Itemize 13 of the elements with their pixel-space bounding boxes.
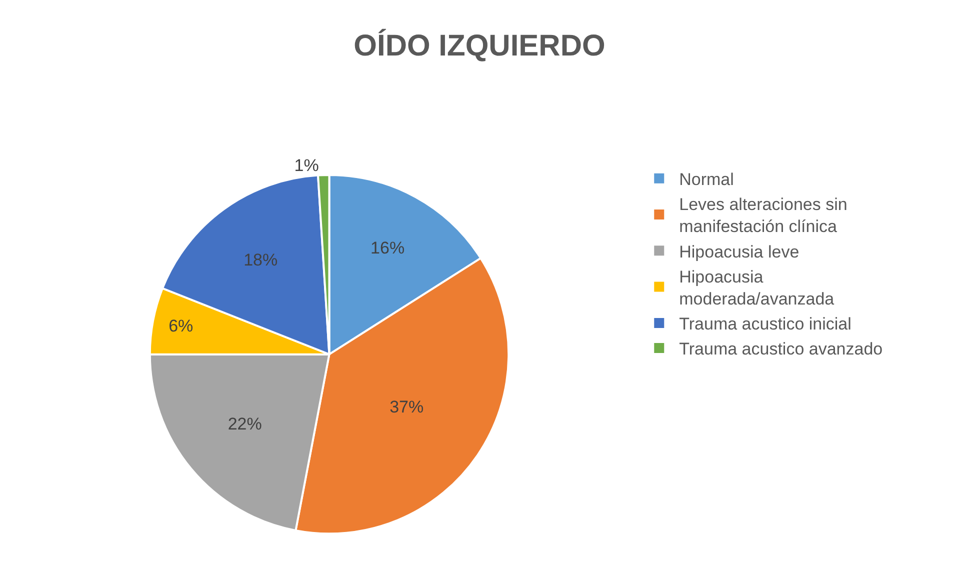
legend-label: Normal bbox=[679, 170, 734, 189]
legend-label: Trauma acustico inicial bbox=[679, 314, 852, 334]
legend-label: Trauma acustico avanzado bbox=[679, 340, 883, 359]
legend-label: Hipoacusia leve bbox=[679, 242, 800, 262]
data-label: 18% bbox=[244, 250, 278, 270]
data-label: 6% bbox=[168, 316, 194, 336]
data-label: 1% bbox=[294, 156, 319, 176]
legend-label: Hipoacusia moderada/avanzada bbox=[679, 267, 835, 308]
data-label: 16% bbox=[370, 238, 405, 258]
data-label: 37% bbox=[390, 397, 424, 416]
legend-label: Leves alteraciones sin manifestación clínica bbox=[679, 195, 848, 236]
data-label: 22% bbox=[228, 414, 262, 434]
chart-title: OÍDO IZQUIERDO bbox=[354, 28, 606, 62]
